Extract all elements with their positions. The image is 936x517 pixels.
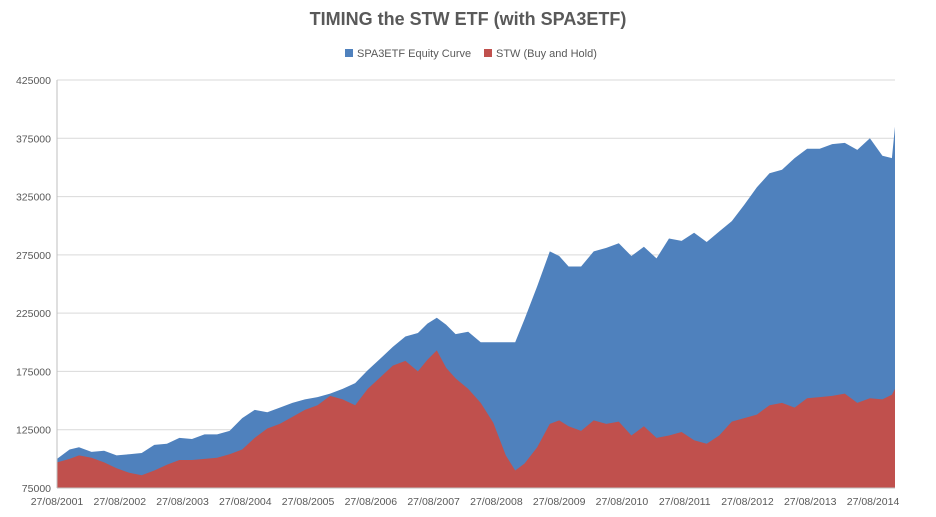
y-tick-label: 225000 bbox=[16, 308, 51, 320]
y-tick-label: 275000 bbox=[16, 250, 51, 262]
area-series bbox=[57, 126, 895, 488]
x-tick-label: 27/08/2007 bbox=[407, 496, 460, 508]
chart-title: TIMING the STW ETF (with SPA3ETF) bbox=[310, 9, 627, 29]
x-tick-label: 27/08/2001 bbox=[31, 496, 84, 508]
y-tick-label: 175000 bbox=[16, 366, 51, 378]
legend: SPA3ETF Equity Curve STW (Buy and Hold) bbox=[345, 48, 597, 60]
y-tick-label: 125000 bbox=[16, 425, 51, 437]
x-tick-label: 27/08/2010 bbox=[596, 496, 649, 508]
y-tick-label: 75000 bbox=[22, 483, 51, 495]
legend-label-spa3etf: SPA3ETF Equity Curve bbox=[357, 48, 471, 60]
x-tick-label: 27/08/2014 bbox=[847, 496, 900, 508]
area-stw-buy-and-hold bbox=[57, 350, 895, 488]
legend-swatch-stw bbox=[484, 49, 492, 57]
x-tick-label: 27/08/2008 bbox=[470, 496, 523, 508]
area-spa3etf-equity-curve bbox=[57, 126, 895, 488]
x-tick-label: 27/08/2005 bbox=[282, 496, 335, 508]
x-tick-label: 27/08/2013 bbox=[784, 496, 837, 508]
y-tick-label: 425000 bbox=[16, 75, 51, 87]
x-tick-label: 27/08/2012 bbox=[721, 496, 774, 508]
x-tick-label: 27/08/2003 bbox=[156, 496, 209, 508]
x-tick-label: 27/08/2004 bbox=[219, 496, 272, 508]
y-tick-label: 325000 bbox=[16, 192, 51, 204]
y-axis-tick-labels: 75000 125000 175000 225000 275000 325000 37500… bbox=[16, 75, 51, 495]
x-tick-label: 27/08/2002 bbox=[93, 496, 146, 508]
x-tick-label: 27/08/2006 bbox=[345, 496, 398, 508]
legend-label-stw: STW (Buy and Hold) bbox=[496, 48, 597, 60]
legend-swatch-spa3etf bbox=[345, 49, 353, 57]
axes bbox=[56, 80, 895, 489]
x-tick-label: 27/08/2011 bbox=[659, 496, 711, 508]
x-axis-tick-labels: 27/08/2001 27/08/2002 27/08/2003 27/08/2004… bbox=[31, 496, 900, 508]
y-tick-label: 375000 bbox=[16, 133, 51, 145]
x-tick-label: 27/08/2009 bbox=[533, 496, 586, 508]
